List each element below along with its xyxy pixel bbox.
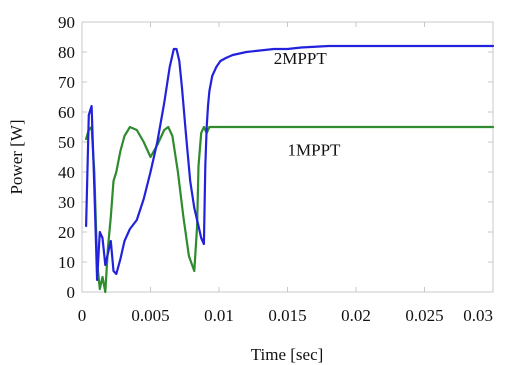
series-line-2mppt (84, 44, 495, 282)
y-tick-label: 50 (58, 133, 75, 152)
x-tick-label: 0.02 (341, 306, 371, 325)
x-tick-label: 0 (78, 306, 87, 325)
y-tick-label: 40 (58, 163, 75, 182)
x-tick-label: 0.03 (463, 306, 493, 325)
y-tick-label: 10 (58, 253, 75, 272)
series-line-1mppt (84, 125, 495, 294)
x-tick-label: 0.015 (268, 306, 306, 325)
x-tick-label: 0.01 (204, 306, 234, 325)
y-tick-label: 60 (58, 103, 75, 122)
x-tick-label: 0.005 (131, 306, 169, 325)
series-layer (84, 44, 495, 294)
y-tick-label: 70 (58, 73, 75, 92)
y-tick-label: 90 (58, 13, 75, 32)
y-tick-label: 30 (58, 193, 75, 212)
y-tick-label: 80 (58, 43, 75, 62)
tick-marks (81, 21, 494, 293)
annotation-1mppt: 1MPPT (288, 141, 342, 160)
annotation-2mppt: 2MPPT (274, 49, 328, 68)
x-tick-label: 0.025 (405, 306, 443, 325)
y-axis-title: Power [W] (7, 119, 26, 194)
tick-labels: 0 10 20 30 40 50 60 70 80 90 0 0.005 0.01 0.015 0.02 0.… (58, 13, 493, 325)
x-axis-title: Time [sec] (251, 345, 324, 364)
y-tick-label: 0 (67, 283, 76, 302)
y-tick-label: 20 (58, 223, 75, 242)
